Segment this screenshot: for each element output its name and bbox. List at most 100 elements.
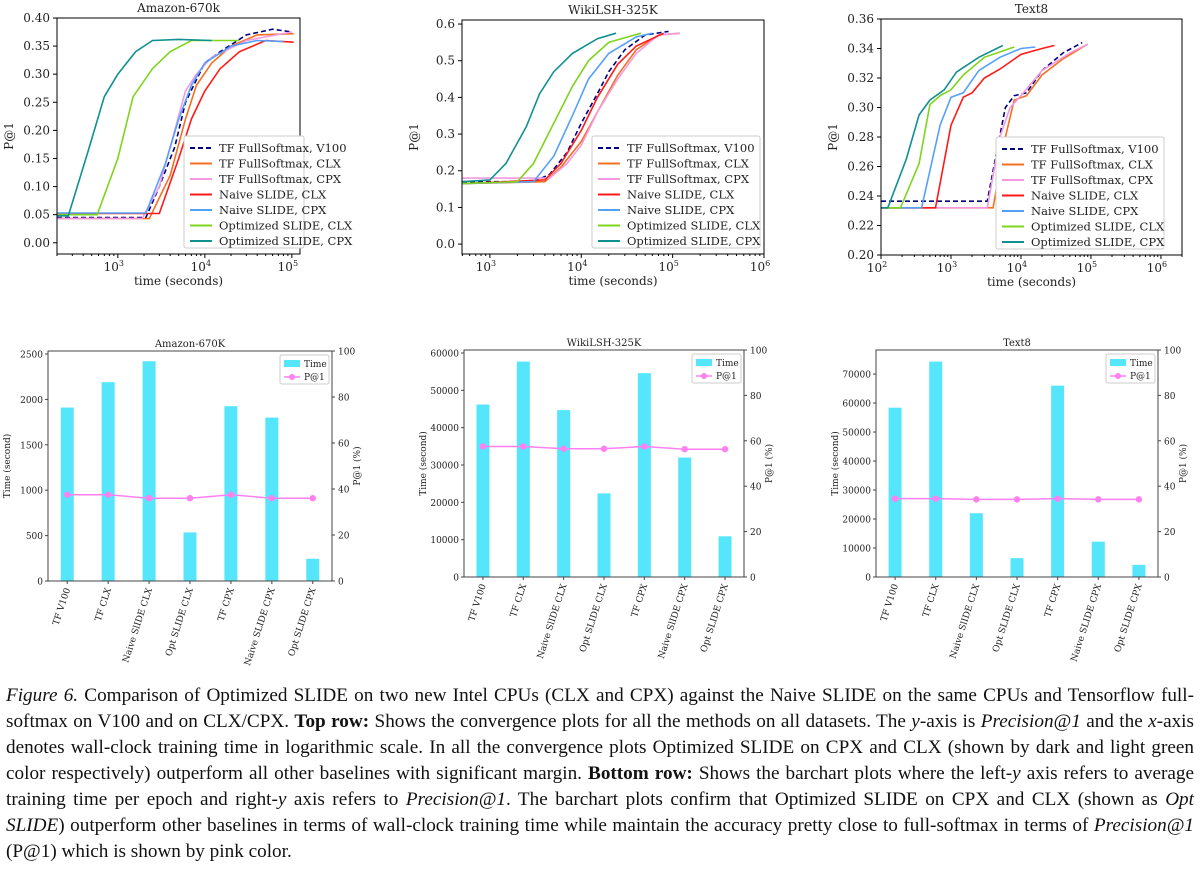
- p1-marker: [721, 445, 729, 453]
- chart-2: Text8 0.20 0.22 0.24 0.26 0.28 0.30 0.32 0.34 0.3…: [826, 2, 1183, 289]
- x-tick-label: TF CPX: [1043, 582, 1063, 618]
- x-tick-label: Opt SLIDE CPX: [699, 582, 731, 653]
- time-bar: [1091, 541, 1105, 577]
- y-tick-label: 2500: [20, 350, 43, 360]
- y-tick-label: 20000: [430, 499, 459, 509]
- time-bar: [637, 373, 651, 577]
- y-tick-label: 10000: [430, 536, 459, 546]
- caption-segment: Top row:: [294, 711, 370, 732]
- caption-segment: y: [1012, 763, 1021, 784]
- y-tick-label: 0.20: [23, 123, 50, 137]
- y2-tick-label: 80: [338, 394, 350, 404]
- y2-tick-label: 20: [1164, 528, 1176, 538]
- y-tick-label: 0.34: [847, 42, 874, 56]
- legend-label: Time: [304, 360, 327, 370]
- chart-title: Text8: [1015, 2, 1048, 16]
- y-tick-label: 20000: [842, 516, 871, 526]
- chart-0: Amazon-670k 0.00 0.05 0.10 0.15 0.20 0.25 0.30 0…: [2, 1, 353, 288]
- caption-segment: Figure 6.: [6, 685, 79, 706]
- x-tick-exponent: 3: [119, 259, 124, 268]
- x-tick-label: 106: [1147, 260, 1167, 275]
- x-tick-label: Opt SLIDE CLX: [578, 582, 610, 653]
- p1-marker: [104, 491, 112, 498]
- y-tick-label: 0: [453, 574, 459, 584]
- legend-label: P@1: [716, 372, 737, 382]
- legend-label: TF FullSoftmax, CLX: [219, 157, 342, 171]
- time-bar: [101, 382, 115, 581]
- time-bar: [1132, 564, 1146, 577]
- legend-label: Naive SLIDE, CPX: [627, 203, 735, 217]
- y-tick-label: 60000: [842, 400, 871, 410]
- x-tick-label: Naive SLIDE CPX: [1070, 582, 1105, 663]
- caption-segment: axis refers to: [286, 789, 406, 810]
- y2-tick-label: 0: [338, 578, 344, 588]
- caption-segment: (P@1) which is shown by pink color.: [6, 841, 292, 862]
- y2-tick-label: 0: [1164, 574, 1170, 584]
- y-tick-label: 0.0: [436, 237, 455, 251]
- p1-marker: [1054, 495, 1061, 502]
- caption-segment: -axis is: [919, 711, 981, 732]
- series-line-5: [462, 32, 642, 185]
- y-tick-label: 40000: [842, 458, 871, 468]
- plot-frame: [875, 349, 1159, 578]
- p1-marker: [973, 496, 980, 503]
- y-tick-label: 0.15: [23, 151, 50, 165]
- y2-tick-label: 40: [338, 486, 350, 496]
- legend: TF FullSoftmax, V100 TF FullSoftmax, CLXT…: [995, 136, 1165, 250]
- series-line-3: [57, 39, 294, 215]
- x-axis-label: time (seconds): [134, 274, 223, 288]
- legend: TF FullSoftmax, V100 TF FullSoftmax, CLXT…: [183, 135, 353, 249]
- x-tick-label: 105: [278, 259, 298, 274]
- x-tick-label: 104: [1007, 260, 1027, 275]
- legend-label: Naive SLIDE, CLX: [1031, 189, 1139, 203]
- y-axis-label: Time (second): [2, 434, 13, 499]
- y-tick-label: 0.5: [436, 54, 455, 68]
- p1-marker: [681, 445, 688, 453]
- p1-marker: [309, 495, 316, 502]
- x-tick-label: 105: [1077, 260, 1097, 275]
- x-tick-exponent: 5: [674, 259, 679, 268]
- legend-label: Optimized SLIDE, CLX: [219, 219, 353, 233]
- y-axis-label: P@1: [407, 123, 421, 151]
- legend-label: Optimized SLIDE, CLX: [1031, 220, 1165, 234]
- y-tick-label: 0.24: [847, 189, 874, 203]
- y-tick-label: 0.22: [847, 219, 874, 233]
- legend-label: TF FullSoftmax, CPX: [627, 172, 750, 186]
- series-line-4: [462, 32, 653, 185]
- x-tick-exponent: 2: [882, 260, 887, 269]
- x-axis-label: time (seconds): [568, 274, 657, 288]
- caption-segment: ) outperform other baselines in terms of…: [58, 815, 1094, 836]
- chart-title: WikiLSH-325K: [567, 338, 642, 349]
- y-tick-label: 1500: [20, 441, 43, 451]
- y-tick-label: 0.32: [847, 71, 874, 85]
- figure-caption: Figure 6. Comparison of Optimized SLIDE …: [6, 683, 1194, 865]
- x-tick-exponent: 4: [1022, 260, 1027, 269]
- x-tick-label: Naive SlIDE CLX: [536, 582, 570, 660]
- x-tick-label: 103: [937, 260, 957, 275]
- legend-label: TF FullSoftmax, V100: [627, 141, 755, 155]
- series-line-6: [462, 32, 617, 183]
- y-tick-label: 70000: [842, 371, 871, 381]
- x-tick-label: 102: [867, 260, 887, 275]
- y-tick-label: 0.25: [23, 95, 50, 109]
- y2-tick-label: 0: [750, 574, 756, 584]
- y-tick-label: 10000: [842, 545, 871, 555]
- time-bar: [142, 361, 156, 581]
- caption-segment: y: [277, 789, 287, 810]
- p1-marker: [1095, 496, 1102, 503]
- series-line-2: [881, 43, 1089, 209]
- series-line-1: [57, 32, 294, 220]
- legend: Time P@1: [1105, 353, 1156, 384]
- chart-title: Text8: [1003, 338, 1031, 349]
- chart-1: WikiLSH-325K 0.0 0.1 0.2 0.3 0.4 0.5 0.6 103 104 1…: [407, 3, 770, 288]
- series-line-0: [881, 41, 1083, 202]
- y2-axis-label: P@1 (%): [1178, 444, 1189, 483]
- time-bar: [597, 493, 611, 577]
- p1-marker: [520, 443, 527, 450]
- caption-segment: x: [1148, 711, 1157, 732]
- legend-label: TF FullSoftmax, V100: [219, 141, 347, 155]
- caption-segment: Precision@1: [405, 789, 506, 810]
- time-bar: [1010, 558, 1024, 577]
- y2-tick-label: 80: [750, 392, 762, 402]
- series-line-6: [57, 38, 212, 217]
